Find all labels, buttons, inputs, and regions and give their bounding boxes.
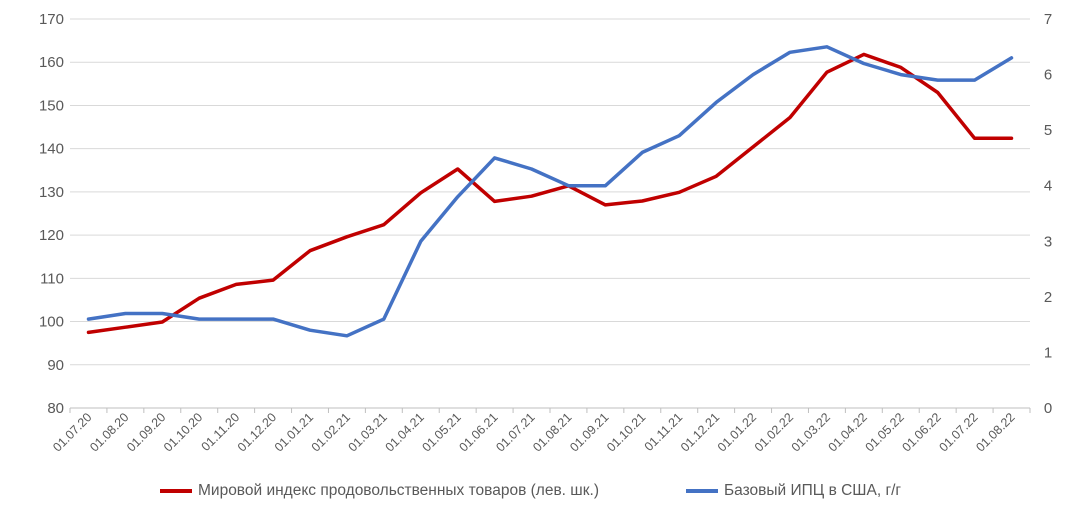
left-tick-label: 110 — [40, 270, 64, 287]
right-tick-label: 2 — [1044, 289, 1052, 306]
x-tick-label: 01.01.21 — [272, 410, 316, 454]
x-tick-label: 01.10.21 — [604, 410, 648, 454]
x-axis-ticks: 01.07.2001.08.2001.09.2001.10.2001.11.20… — [50, 410, 1017, 454]
legend-item-food-index: Мировой индекс продовольственных товаров… — [160, 482, 599, 500]
series-line-food-index — [86, 52, 1014, 335]
legend: Мировой индекс продовольственных товаров… — [0, 482, 1065, 506]
right-tick-label: 3 — [1044, 233, 1052, 250]
x-tick-label: 01.12.20 — [235, 410, 279, 454]
x-tick-label: 01.08.21 — [530, 410, 574, 454]
right-axis-ticks: 0 1 2 3 4 5 6 7 — [1044, 11, 1052, 417]
x-tick-label: 01.02.21 — [309, 410, 353, 454]
x-tick-label: 01.01.22 — [715, 410, 759, 454]
left-tick-label: 100 — [39, 314, 64, 331]
legend-label-core-cpi: Базовый ИПЦ в США, г/г — [724, 482, 902, 499]
x-tick-label: 01.08.20 — [87, 410, 131, 454]
x-tick-label: 01.04.21 — [383, 410, 427, 454]
series-lines — [86, 45, 1014, 338]
chart-area: 80 90 100 110 120 130 140 150 160 170 0 1 2 3 4 5 6 7 01… — [39, 11, 1052, 455]
right-tick-label: 1 — [1044, 344, 1052, 361]
left-tick-label: 130 — [39, 184, 64, 201]
x-tick-label: 01.03.22 — [789, 410, 833, 454]
left-tick-label: 140 — [39, 141, 64, 158]
left-axis-ticks: 80 90 100 110 120 130 140 150 160 170 — [39, 11, 64, 417]
x-tick-label: 01.06.22 — [899, 410, 943, 454]
x-tick-label: 01.09.20 — [124, 410, 168, 454]
x-tick-label: 01.08.22 — [973, 410, 1017, 454]
x-tick-label: 01.10.20 — [161, 410, 205, 454]
x-tick-label: 01.05.21 — [419, 410, 463, 454]
left-tick-label: 170 — [39, 11, 64, 28]
x-tick-label: 01.05.22 — [863, 410, 907, 454]
left-tick-label: 160 — [39, 54, 64, 71]
right-tick-label: 5 — [1044, 122, 1052, 139]
x-axis — [69, 407, 1031, 413]
left-tick-label: 80 — [47, 400, 64, 417]
x-tick-label: 01.03.21 — [346, 410, 390, 454]
left-tick-label: 120 — [39, 227, 64, 244]
x-tick-label: 01.07.21 — [493, 410, 537, 454]
right-tick-label: 4 — [1044, 178, 1052, 195]
x-tick-label: 01.09.21 — [567, 410, 611, 454]
right-tick-label: 7 — [1044, 11, 1052, 28]
x-tick-label: 01.06.21 — [456, 410, 500, 454]
left-tick-label: 150 — [39, 97, 64, 114]
x-tick-label: 01.11.20 — [199, 410, 243, 454]
x-tick-label: 01.12.21 — [678, 410, 722, 454]
left-tick-label: 90 — [47, 357, 64, 374]
legend-item-core-cpi: Базовый ИПЦ в США, г/г — [686, 482, 901, 500]
right-tick-label: 6 — [1044, 67, 1052, 84]
x-tick-label: 01.02.22 — [752, 410, 796, 454]
legend-swatch-food-index — [160, 489, 192, 493]
legend-swatch-core-cpi — [686, 489, 718, 493]
x-tick-label: 01.04.22 — [826, 410, 870, 454]
right-tick-label: 0 — [1044, 400, 1052, 417]
series-line-core-cpi — [86, 45, 1014, 338]
x-tick-label: 01.07.22 — [936, 410, 980, 454]
x-tick-label: 01.11.21 — [642, 410, 686, 454]
legend-label-food-index: Мировой индекс продовольственных товаров… — [198, 482, 599, 499]
